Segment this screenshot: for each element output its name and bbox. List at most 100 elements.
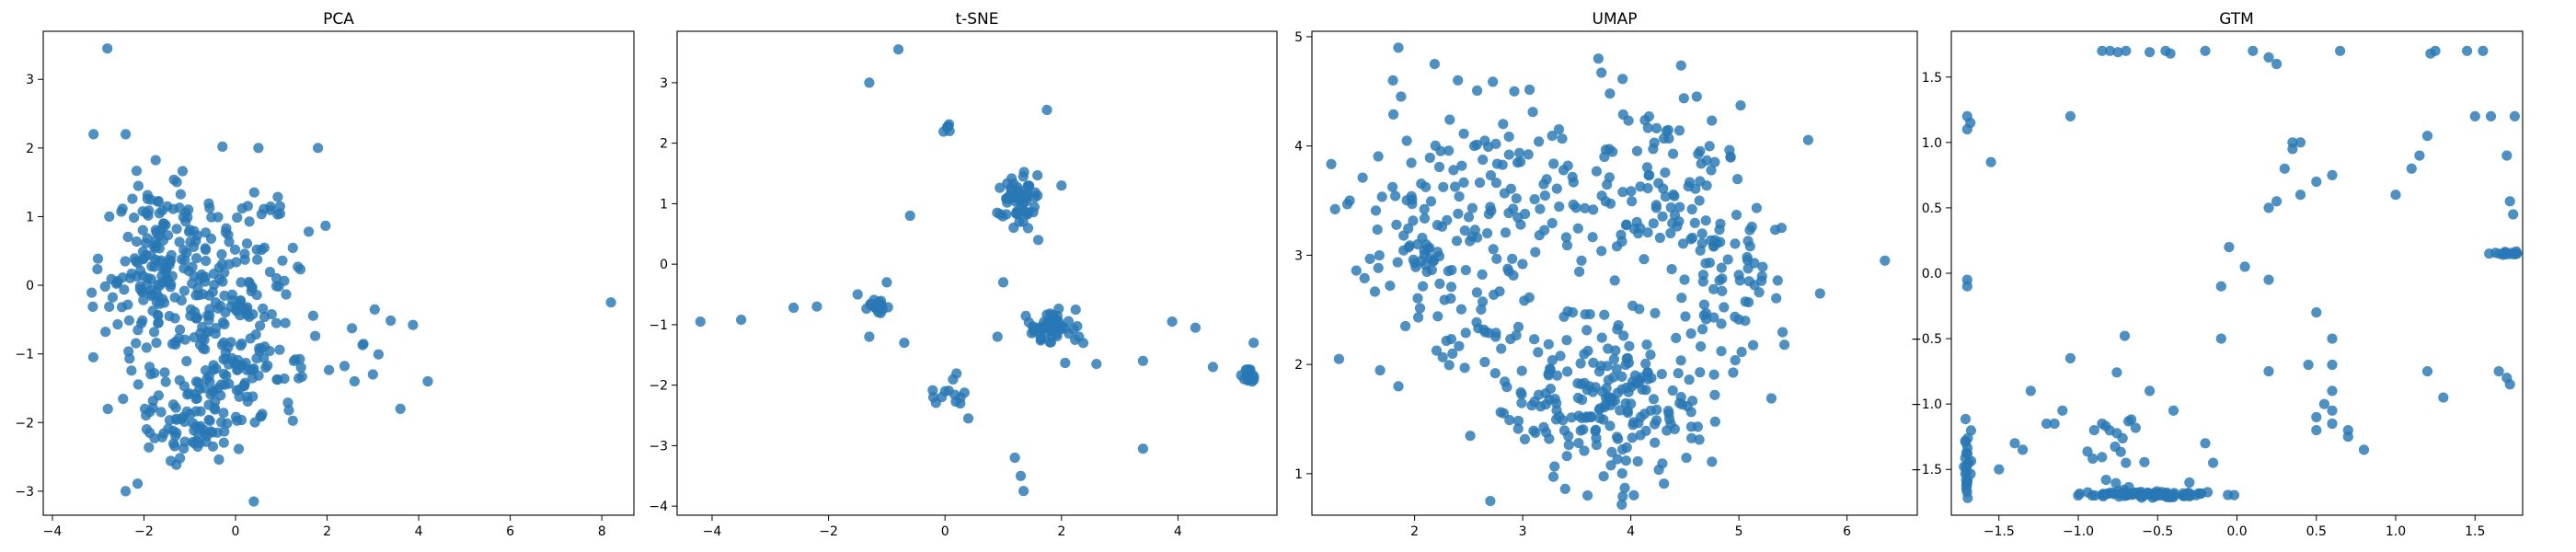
data-point: [201, 436, 212, 447]
data-point: [1639, 254, 1650, 265]
data-point: [241, 238, 253, 249]
data-point: [247, 373, 258, 384]
data-point: [1617, 109, 1628, 121]
data-point: [283, 405, 294, 416]
data-point: [873, 306, 884, 317]
data-point: [120, 256, 131, 267]
subplot-pca: PCA −4 −2 0 2 4 6 8 −3 −2 −1 0 1 2 3: [15, 10, 635, 539]
data-point: [112, 319, 123, 330]
data-point: [1615, 405, 1626, 416]
data-point: [1635, 181, 1646, 192]
data-point: [1608, 353, 1619, 364]
subplot-title: t-SNE: [955, 10, 998, 29]
data-point: [258, 303, 269, 315]
data-point: [1393, 42, 1404, 53]
data-point: [177, 166, 189, 177]
data-point: [811, 301, 822, 312]
data-point: [2504, 379, 2515, 390]
data-point: [1509, 86, 1520, 97]
data-point: [257, 408, 268, 420]
data-point: [151, 338, 162, 349]
data-point: [1618, 330, 1629, 341]
data-point: [1961, 459, 1972, 470]
data-point: [2064, 110, 2076, 121]
data-point: [92, 264, 103, 275]
data-point: [219, 318, 230, 330]
data-point: [1961, 475, 1972, 486]
data-point: [1709, 416, 1720, 427]
data-point: [2327, 405, 2338, 416]
data-point: [207, 286, 218, 297]
data-point: [2509, 110, 2520, 121]
data-point: [2111, 367, 2122, 378]
data-point: [256, 244, 267, 256]
data-point: [1609, 275, 1620, 286]
data-point: [2390, 190, 2401, 201]
data-point: [1595, 361, 1606, 372]
data-point: [1456, 160, 1467, 171]
data-point: [2263, 274, 2274, 285]
data-point: [158, 264, 169, 275]
data-point: [2184, 477, 2195, 489]
data-point: [1438, 181, 1449, 192]
data-point: [1621, 442, 1632, 453]
data-point: [1357, 172, 1368, 183]
data-point: [178, 285, 190, 296]
data-point: [1732, 174, 1743, 185]
data-point: [1544, 433, 1555, 444]
data-point: [123, 346, 134, 357]
data-point: [2110, 477, 2122, 489]
data-point: [88, 129, 99, 140]
data-point: [1549, 461, 1560, 472]
data-point: [287, 242, 298, 253]
data-point: [1642, 367, 1653, 378]
data-point: [1497, 159, 1508, 170]
data-point: [1707, 456, 1718, 467]
data-point: [1580, 202, 1591, 213]
data-point: [2478, 45, 2489, 56]
data-point: [166, 249, 177, 260]
subplot-gtm: GTM −1.5 −1.0 −0.5 0.0 0.5 1.0 1.5 −1.5 −1.0 −0.5…: [1911, 10, 2524, 539]
data-point: [1552, 370, 1563, 381]
data-point: [1495, 407, 1506, 418]
data-point: [245, 364, 256, 375]
data-point: [266, 309, 277, 320]
data-point: [1558, 165, 1570, 176]
data-point: [1430, 140, 1441, 151]
data-point: [220, 226, 231, 237]
data-point: [1496, 343, 1507, 354]
data-point: [1406, 157, 1417, 168]
data-point: [2100, 475, 2111, 486]
data-point: [1551, 397, 1562, 408]
data-point: [100, 327, 111, 338]
subplot-tsne: t-SNE −4 −2 0 2 4 −4 −3 −2 −1 0 1 2 3: [649, 10, 1278, 539]
data-point: [216, 259, 228, 270]
data-point: [1612, 454, 1623, 465]
data-point: [137, 315, 148, 326]
x-tick-label: 6: [506, 524, 514, 539]
x-tick-label: 8: [598, 524, 606, 539]
data-point: [233, 443, 245, 454]
data-point: [1686, 203, 1697, 215]
data-point: [2327, 333, 2338, 344]
data-point: [1051, 316, 1062, 327]
data-point: [1572, 223, 1583, 234]
data-point: [220, 307, 231, 318]
data-point: [1393, 381, 1404, 392]
data-point: [1611, 241, 1623, 252]
data-point: [1351, 265, 1362, 276]
data-point: [236, 338, 247, 350]
data-point: [2119, 330, 2131, 341]
data-point: [1657, 458, 1668, 469]
data-point: [1562, 305, 1573, 317]
data-point: [230, 305, 241, 316]
data-point: [1587, 386, 1598, 397]
data-point: [1684, 374, 1695, 385]
data-point: [2469, 110, 2480, 121]
x-tick-label: 2: [323, 524, 331, 539]
data-point: [121, 129, 132, 140]
points-layer: [1326, 42, 1891, 511]
data-point: [274, 201, 285, 212]
data-point: [179, 255, 190, 266]
data-point: [2123, 416, 2134, 427]
